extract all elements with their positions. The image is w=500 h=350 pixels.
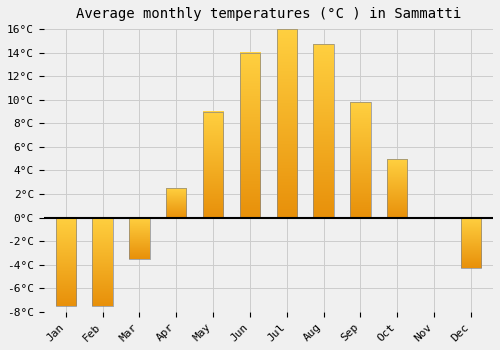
Bar xyxy=(92,218,112,306)
Bar xyxy=(350,102,370,218)
Bar xyxy=(203,112,223,218)
Bar xyxy=(56,218,76,306)
Bar xyxy=(240,52,260,218)
Bar xyxy=(276,29,297,218)
Bar xyxy=(130,218,150,259)
Bar xyxy=(461,218,481,268)
Bar xyxy=(166,188,186,218)
Title: Average monthly temperatures (°C ) in Sammatti: Average monthly temperatures (°C ) in Sa… xyxy=(76,7,461,21)
Bar xyxy=(387,159,407,218)
Bar xyxy=(314,44,334,218)
